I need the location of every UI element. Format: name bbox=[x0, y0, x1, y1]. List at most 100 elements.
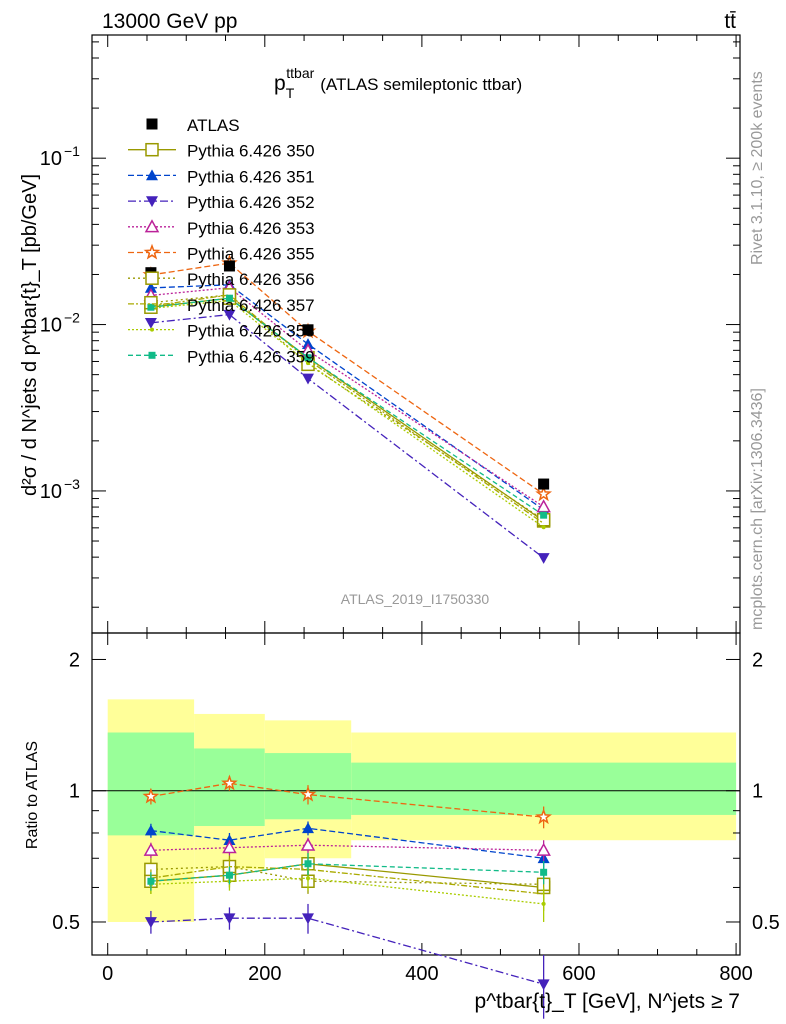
legend-label: Pythia 6.426 356 bbox=[187, 270, 315, 289]
main-series-line bbox=[150, 287, 544, 508]
ratio-series-marker bbox=[304, 860, 312, 868]
legend-label: Pythia 6.426 359 bbox=[187, 347, 315, 366]
legend-marker bbox=[143, 243, 161, 260]
ratio-series-line bbox=[150, 863, 544, 889]
ratio-plot-series bbox=[142, 774, 553, 1019]
legend: ATLAS Pythia 6.426 350 Pythia 6.426 351 Pyt… bbox=[128, 116, 315, 366]
main-series-marker bbox=[144, 317, 157, 329]
x-tick-label: 200 bbox=[248, 963, 281, 985]
main-series-marker bbox=[540, 511, 548, 519]
legend-marker-atlas bbox=[146, 118, 158, 130]
plot-title-sub: T bbox=[286, 85, 295, 101]
ratio-series-line bbox=[150, 782, 544, 818]
ratio-series-marker bbox=[142, 787, 160, 804]
legend-label: Pythia 6.426 355 bbox=[187, 245, 315, 264]
main-series-line bbox=[150, 297, 544, 516]
y-tick-label-main: 10 bbox=[40, 481, 62, 503]
plot-title-sup: ttbar bbox=[286, 65, 314, 81]
ratio-series-marker bbox=[306, 876, 310, 881]
ratio-series-marker bbox=[302, 822, 314, 834]
legend-label: Pythia 6.426 352 bbox=[187, 193, 315, 212]
atlas-data-point bbox=[302, 324, 314, 336]
main-series-marker bbox=[536, 499, 551, 513]
ratio-series-marker bbox=[222, 840, 237, 854]
ratio-series-marker bbox=[300, 837, 316, 851]
ratio-series-marker bbox=[223, 834, 236, 846]
main-series-marker bbox=[541, 525, 546, 530]
y-axis-label-ratio: Ratio to ATLAS bbox=[24, 741, 41, 849]
main-series-line bbox=[150, 294, 544, 521]
legend-label: Pythia 6.426 350 bbox=[187, 142, 315, 161]
ratio-series-line bbox=[150, 865, 544, 895]
rivet-version-label: Rivet 3.1.10, ≥ 200k events bbox=[749, 71, 766, 265]
ratio-band-inner bbox=[351, 762, 737, 815]
main-series-marker bbox=[147, 303, 155, 311]
ratio-band-inner bbox=[107, 732, 195, 836]
ratio-series-marker bbox=[535, 808, 553, 825]
legend-marker bbox=[144, 219, 160, 233]
y-tick-label-ratio-right: 0.5 bbox=[752, 912, 780, 934]
atlas-data-point bbox=[538, 478, 550, 490]
ratio-series-marker bbox=[541, 901, 546, 906]
plot-title-rest: (ATLAS semileptonic ttbar) bbox=[320, 75, 522, 94]
y-tick-label-ratio-right: 1 bbox=[752, 781, 763, 803]
ratio-series-marker bbox=[147, 877, 155, 885]
legend-label: Pythia 6.426 351 bbox=[187, 167, 315, 186]
ratio-series-line bbox=[150, 865, 544, 885]
x-tick-label: 800 bbox=[719, 963, 752, 985]
y-tick-label-main-exponent: −2 bbox=[64, 310, 80, 326]
y-tick-label-main: 10 bbox=[40, 315, 62, 337]
y-tick-label-ratio-right: 2 bbox=[752, 649, 763, 671]
atlas-data-point bbox=[223, 260, 235, 272]
main-series-marker bbox=[302, 373, 314, 385]
legend-label-atlas: ATLAS bbox=[187, 116, 240, 135]
ratio-series-marker bbox=[223, 913, 236, 925]
y-tick-label-ratio: 2 bbox=[69, 649, 80, 671]
main-plot-series bbox=[142, 254, 553, 564]
main-series-line bbox=[150, 294, 544, 524]
main-series-marker bbox=[223, 309, 236, 321]
x-tick-label: 0 bbox=[102, 963, 113, 985]
ratio-series-marker bbox=[221, 774, 238, 791]
ratio-series-line bbox=[150, 917, 544, 985]
ratio-uncertainty-bands bbox=[107, 699, 737, 922]
main-series-line bbox=[150, 313, 544, 559]
y-tick-label-ratio: 0.5 bbox=[52, 912, 80, 934]
header-process-label: 13000 GeV pp bbox=[102, 10, 237, 33]
y-tick-label-main-exponent: −3 bbox=[64, 476, 80, 492]
legend-marker bbox=[148, 351, 156, 359]
legend-label: Pythia 6.426 358 bbox=[187, 322, 315, 341]
ratio-plot-border bbox=[91, 632, 741, 956]
main-series-line bbox=[150, 299, 544, 528]
legend-marker bbox=[145, 142, 159, 157]
ratio-series-line bbox=[150, 877, 544, 905]
main-series-marker bbox=[144, 281, 157, 293]
y-tick-label-ratio: 1 bbox=[69, 781, 80, 803]
main-series-line bbox=[150, 284, 544, 511]
legend-marker bbox=[150, 327, 154, 332]
main-series-marker bbox=[537, 553, 550, 564]
ratio-series-marker bbox=[144, 824, 157, 836]
x-axis-label: p^tbar{t}_T [GeV], N^jets ≥ 7 bbox=[475, 990, 740, 1013]
ratio-series-marker bbox=[540, 868, 548, 876]
ratio-series-marker bbox=[299, 785, 317, 802]
ratio-series-marker bbox=[225, 871, 233, 879]
ratio-series-marker bbox=[144, 917, 157, 928]
ratio-series-line bbox=[150, 844, 544, 851]
legend-marker bbox=[146, 169, 158, 181]
ratio-series-marker bbox=[143, 842, 159, 856]
y-axis-label-main: d²σ / d N^jets d p^tbar{t}_T [pb/GeV] bbox=[19, 174, 41, 496]
x-tick-label: 600 bbox=[562, 963, 595, 985]
main-series-marker bbox=[304, 354, 312, 362]
mcplots-label: mcplots.cern.ch [arXiv:1306.3436] bbox=[749, 388, 766, 630]
legend-label: Pythia 6.426 357 bbox=[187, 296, 315, 315]
main-series-marker bbox=[306, 361, 310, 366]
analysis-watermark: ATLAS_2019_I1750330 bbox=[341, 591, 490, 607]
ratio-series-marker bbox=[537, 979, 550, 991]
legend-marker bbox=[145, 271, 159, 285]
plot-title-main: p bbox=[274, 72, 286, 95]
ratio-series-marker bbox=[302, 913, 314, 925]
main-plot-frame: 10−310−210−1 bbox=[40, 34, 741, 634]
ratio-series-line bbox=[150, 827, 544, 859]
main-series-marker bbox=[535, 485, 553, 502]
